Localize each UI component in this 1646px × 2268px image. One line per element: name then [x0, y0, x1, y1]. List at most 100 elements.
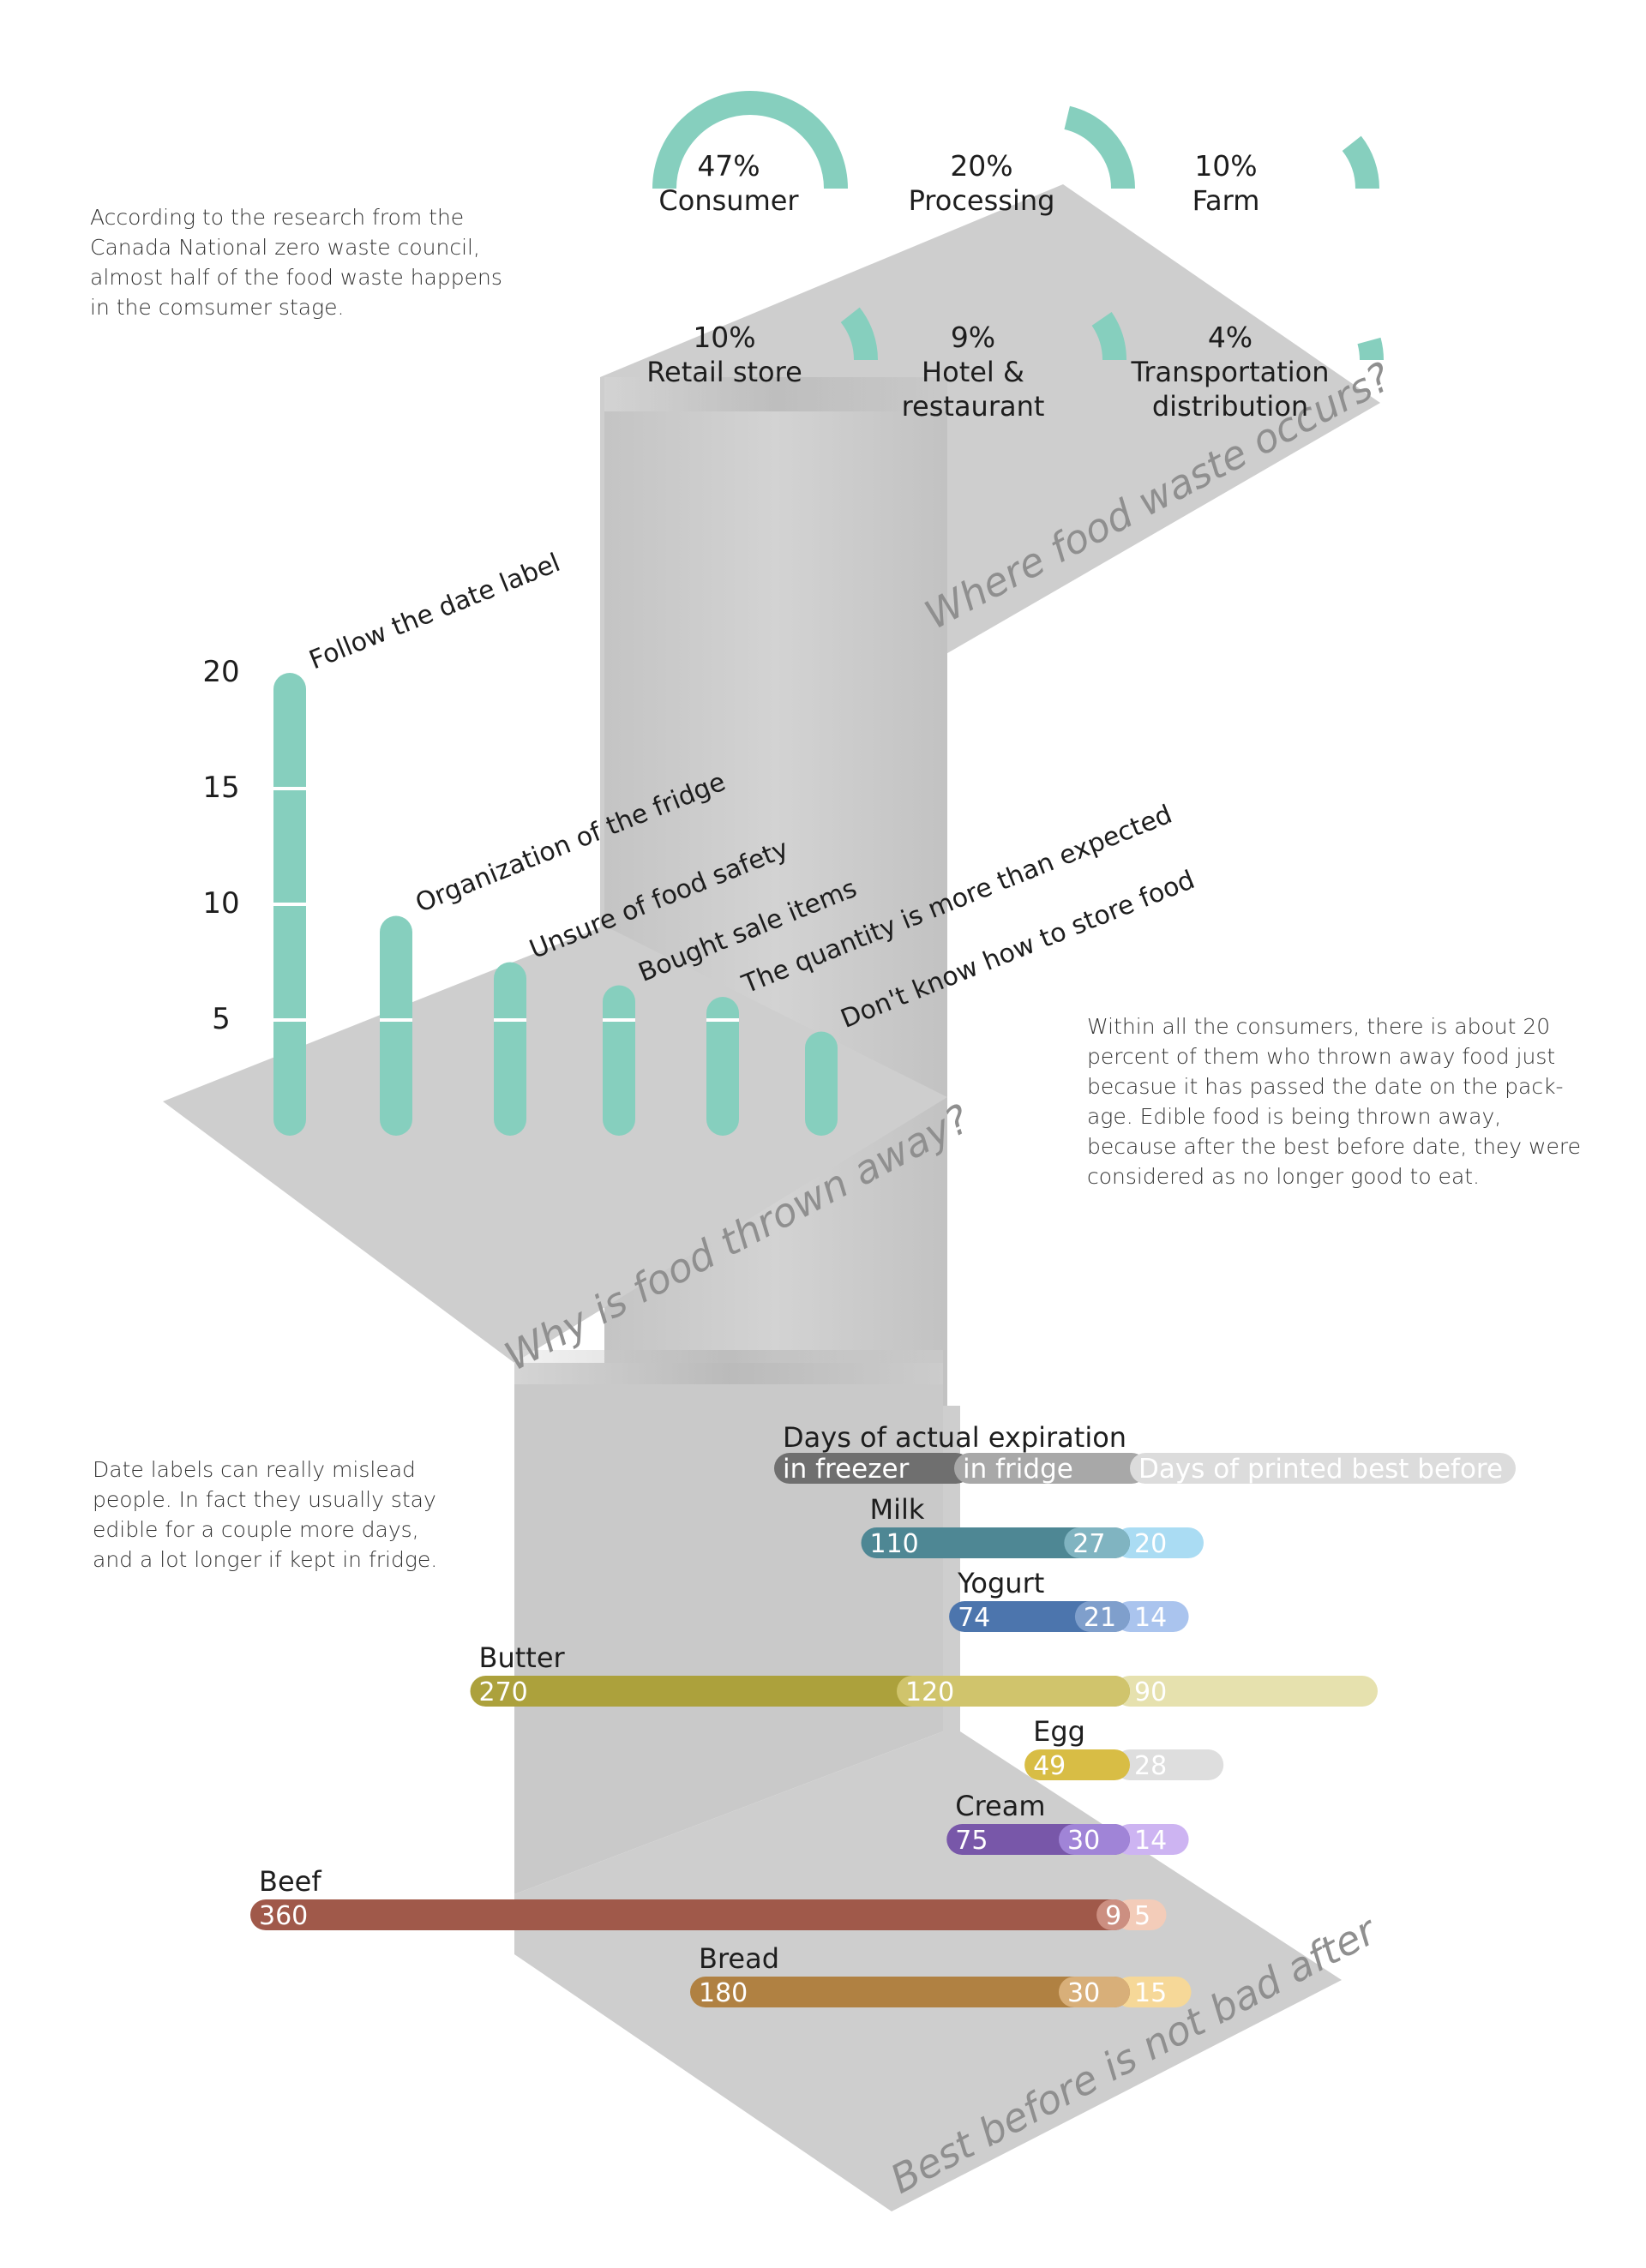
y-tick-label: 20	[202, 655, 239, 689]
fridge-days: 9	[1105, 1901, 1121, 1931]
freezer-days: 75	[955, 1826, 988, 1856]
paragraph-line: edible for a couple more days,	[93, 1517, 419, 1542]
paragraph-line: considered as no longer good to eat.	[1087, 1164, 1481, 1189]
waste-stage-name: Farm	[1192, 184, 1260, 217]
best-before-bar	[1114, 1749, 1224, 1780]
food-name: Bread	[699, 1942, 779, 1975]
reason-bar	[805, 1031, 838, 1136]
waste-stage-name: restaurant	[902, 390, 1045, 423]
waste-stage-name: Consumer	[658, 184, 799, 217]
fridge-days: 27	[1072, 1529, 1105, 1559]
fridge-bar	[1074, 1601, 1130, 1632]
paragraph-line: becasue it has passed the date on the pa…	[1087, 1074, 1564, 1099]
freezer-days: 270	[479, 1677, 528, 1707]
freezer-bar	[861, 1527, 1130, 1558]
waste-stage-name: Retail store	[646, 356, 802, 388]
waste-stage-arc	[1357, 337, 1384, 361]
paragraph-line: Date labels can really mislead	[93, 1457, 416, 1482]
waste-stage-arc	[1063, 105, 1135, 189]
waste-stage-percent: 9%	[951, 321, 995, 354]
legend-label: in freezer	[783, 1454, 910, 1485]
fridge-bar	[1024, 1749, 1130, 1780]
paragraph-line: and a lot longer if kept in fridge.	[93, 1547, 438, 1572]
food-name: Beef	[259, 1865, 321, 1898]
fridge-days: 30	[1067, 1826, 1100, 1856]
fridge-days: 21	[1084, 1603, 1116, 1633]
best-before-bar	[1114, 1977, 1192, 2007]
best-before-days: 28	[1134, 1751, 1167, 1781]
waste-stage-percent: 10%	[1194, 149, 1257, 183]
paragraph-line: According to the research from the	[90, 205, 465, 230]
best-before-bar	[1114, 1601, 1189, 1632]
waste-stage-arc	[652, 91, 848, 189]
intro-paragraph: According to the research from the Canada…	[90, 202, 502, 322]
y-tick-label: 15	[202, 771, 239, 805]
paragraph-line: Canada National zero waste council,	[90, 235, 480, 260]
food-name: Egg	[1033, 1715, 1085, 1748]
fridge-bar	[897, 1676, 1130, 1707]
legend-swatch	[954, 1453, 1147, 1484]
food-name: Milk	[870, 1493, 925, 1526]
paragraph-line: age. Edible food is being thrown away,	[1087, 1104, 1502, 1129]
ribbon-lower-vertical	[514, 1363, 943, 1894]
reason-bar	[494, 962, 526, 1136]
ribbon-middle-panel	[163, 926, 947, 1363]
waste-stage-arc	[1091, 311, 1126, 361]
waste-stage-percent: 10%	[693, 321, 755, 354]
paragraph-line: people. In fact they usually stay	[93, 1487, 436, 1512]
y-tick-label: 5	[212, 1002, 231, 1036]
legend-swatch	[1130, 1453, 1516, 1484]
waste-stage-name: Transportation	[1130, 356, 1329, 388]
waste-stage-arc	[840, 307, 878, 361]
paragraph-line: because after the best before date, they…	[1087, 1134, 1581, 1159]
folded-ribbon	[163, 184, 1380, 2211]
food-name: Cream	[955, 1790, 1045, 1822]
fridge-days: 120	[905, 1677, 954, 1707]
fridge-days: 30	[1067, 1978, 1100, 2008]
reason-bar	[706, 997, 739, 1136]
paragraph-line: almost half of the food waste happens	[90, 265, 502, 290]
waste-stage-percent: 47%	[697, 149, 760, 183]
waste-stage-chart: 47%Consumer20%Processing10%Farm10%Retail…	[646, 91, 1384, 423]
waste-stage-percent: 4%	[1208, 321, 1253, 354]
freezer-bar	[690, 1977, 1130, 2007]
y-tick-label: 10	[202, 886, 239, 921]
freezer-days: 110	[870, 1529, 919, 1559]
reason-bar	[603, 985, 635, 1136]
expiration-title: Days of actual expiration	[783, 1421, 1126, 1454]
fridge-bar	[1059, 1824, 1130, 1855]
freezer-days: 74	[958, 1603, 990, 1633]
waste-stage-arc	[1342, 135, 1379, 189]
freezer-bar	[250, 1899, 1130, 1930]
food-name: Yogurt	[957, 1567, 1044, 1599]
fridge-days: 49	[1033, 1751, 1066, 1781]
fridge-bar	[1096, 1899, 1130, 1930]
best-before-days: 5	[1134, 1901, 1150, 1931]
legend-label: Days of printed best before	[1138, 1454, 1503, 1485]
legend-swatch	[774, 1453, 971, 1484]
waste-stage-name: distribution	[1152, 390, 1308, 423]
fridge-bar	[1064, 1527, 1130, 1558]
fridge-bar	[1059, 1977, 1130, 2007]
ribbon-bottom-panel	[514, 1406, 1342, 2211]
waste-stage-name: Processing	[909, 184, 1055, 217]
reason-label: Follow the date label	[305, 548, 565, 675]
best-before-bar	[1114, 1527, 1204, 1558]
best-before-bar	[1114, 1676, 1378, 1707]
mislead-paragraph: Date labels can really mislead people. In…	[93, 1455, 437, 1575]
best-before-days: 14	[1134, 1826, 1167, 1856]
legend-label: in fridge	[963, 1454, 1073, 1485]
consumers-paragraph: Within all the consumers, there is about…	[1087, 1011, 1581, 1191]
paragraph-line: percent of them who thrown away food jus…	[1087, 1044, 1556, 1069]
best-before-days: 15	[1134, 1978, 1167, 2008]
reason-bar	[380, 915, 412, 1136]
ribbon-fold-1	[604, 377, 947, 411]
freezer-days: 180	[699, 1978, 748, 2008]
best-before-days: 14	[1134, 1603, 1167, 1633]
paragraph-line: Within all the consumers, there is about…	[1087, 1014, 1551, 1039]
best-before-days: 90	[1134, 1677, 1167, 1707]
food-name: Butter	[479, 1641, 566, 1674]
best-before-bar	[1114, 1824, 1189, 1855]
